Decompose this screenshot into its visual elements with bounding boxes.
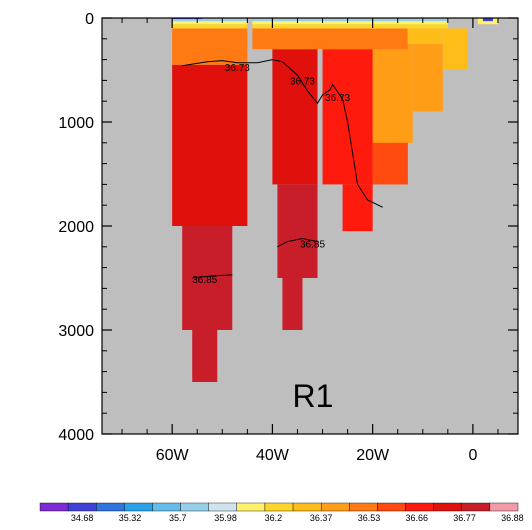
salinity-cell <box>322 49 373 185</box>
y-axis: 0 1000 2000 3000 4000 <box>58 11 518 444</box>
colorbar-label: 35.98 <box>214 513 237 523</box>
colorbar-box <box>67 502 97 512</box>
colorbar-box <box>124 502 153 512</box>
contour-label: 36.85 <box>300 240 325 251</box>
y-tick-label: 3000 <box>58 323 94 340</box>
colorbar-box <box>180 502 209 512</box>
contour-label: 36.73 <box>290 76 315 87</box>
salinity-cell <box>412 44 443 112</box>
salinity-cell <box>252 24 448 29</box>
contour-labels: 36.73 36.73 36.73 36.85 36.85 <box>192 63 350 286</box>
x-tick-label: 0 <box>468 447 477 464</box>
salinity-cell <box>372 44 413 143</box>
salinity-cell <box>282 278 303 330</box>
salinity-cell <box>192 330 218 382</box>
colorbar-label: 34.68 <box>71 513 94 523</box>
x-tick-label: 20W <box>356 447 390 464</box>
colorbar-label: 36.77 <box>453 513 476 523</box>
x-tick-label: 60W <box>156 447 190 464</box>
colorbar-box <box>461 502 491 512</box>
contour-line <box>192 274 233 279</box>
colorbar-label: 35.32 <box>119 513 142 523</box>
colorbar-box <box>292 502 322 512</box>
colorbar-box <box>96 502 125 512</box>
colorbar-box <box>405 502 434 512</box>
salinity-cell <box>252 19 448 22</box>
salinity-cell <box>277 184 318 278</box>
y-tick-label: 2000 <box>58 219 94 236</box>
contour-label: 36.85 <box>192 275 217 286</box>
x-tick-label: 40W <box>256 447 290 464</box>
salinity-cell <box>442 28 468 70</box>
salinity-cell <box>407 28 443 44</box>
colorbar-box <box>236 502 266 512</box>
salinity-cell <box>482 18 493 22</box>
colorbar-box <box>152 502 181 512</box>
colorbar-label: 36.88 <box>501 513 524 523</box>
colorbar-box <box>264 502 294 512</box>
contour-lines <box>182 59 383 279</box>
salinity-cell <box>272 49 318 185</box>
salinity-cell <box>252 28 318 50</box>
colorbar-label: 35.7 <box>169 513 187 523</box>
colorbar-box <box>377 502 406 512</box>
salinity-cell <box>182 226 233 330</box>
contour-label: 36.73 <box>225 63 250 74</box>
salinity-cell <box>317 28 408 50</box>
colorbar-box <box>320 502 350 512</box>
contour-label: 36.73 <box>325 93 350 104</box>
colorbar: 34.68 35.32 35.7 35.98 36.2 36.37 36.53 36.66 36… <box>39 502 524 523</box>
colorbar-label: 36.37 <box>310 513 333 523</box>
salinity-cell <box>172 21 248 25</box>
colorbar-label: 36.2 <box>265 513 283 523</box>
colorbar-box <box>349 502 378 512</box>
salinity-cell <box>172 64 248 226</box>
colorbar-box <box>489 502 519 512</box>
colorbar-label: 36.66 <box>406 513 429 523</box>
colorbar-box <box>208 502 238 512</box>
y-tick-label: 4000 <box>58 427 94 444</box>
salinity-cell <box>172 28 248 65</box>
colorbar-box <box>433 502 462 512</box>
salinity-cells <box>172 18 498 382</box>
salinity-cell <box>172 19 248 22</box>
colorbar-box <box>39 502 69 512</box>
salinity-cell <box>252 21 448 25</box>
x-axis: 60W 40W 20W 0 <box>121 18 499 464</box>
salinity-cell <box>172 24 248 29</box>
y-tick-label: 1000 <box>58 115 94 132</box>
panel-label: R1 <box>293 378 334 414</box>
y-tick-label: 0 <box>85 11 94 28</box>
contour-line <box>182 59 383 208</box>
contour-line <box>277 237 318 248</box>
salinity-cell <box>342 184 373 232</box>
colorbar-label: 36.53 <box>358 513 381 523</box>
